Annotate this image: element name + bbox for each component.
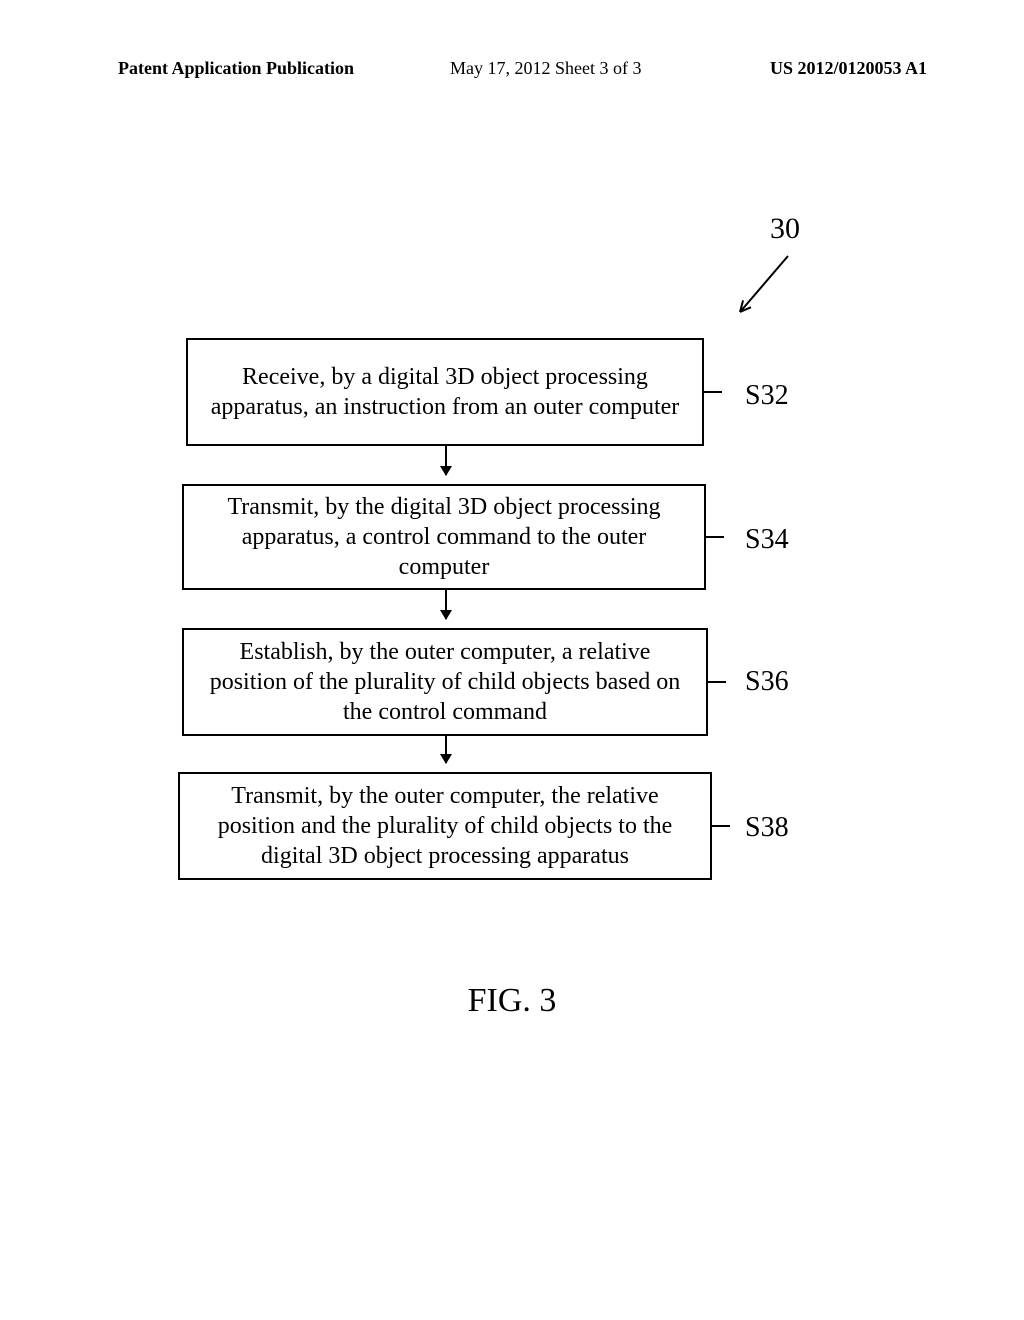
flow-box-text: Receive, by a digital 3D object processi… (202, 362, 688, 422)
flow-box-s36: Establish, by the outer computer, a rela… (182, 628, 708, 736)
flowchart: 30 Receive, by a digital 3D object proces… (0, 200, 1024, 1100)
label-tick (706, 536, 724, 538)
header-right: US 2012/0120053 A1 (770, 58, 927, 79)
step-label-s36: S36 (745, 666, 789, 698)
label-tick (704, 391, 722, 393)
ref-number: 30 (770, 212, 800, 246)
connector-arrow (445, 736, 447, 763)
step-label-s34: S34 (745, 524, 789, 556)
connector-arrow (445, 446, 447, 475)
label-tick (708, 681, 726, 683)
connector-arrow (445, 590, 447, 619)
header-mid: May 17, 2012 Sheet 3 of 3 (450, 58, 641, 79)
label-tick (712, 825, 730, 827)
flow-box-s32: Receive, by a digital 3D object processi… (186, 338, 704, 446)
flow-box-text: Establish, by the outer computer, a rela… (198, 637, 692, 727)
ref-arrow (728, 244, 800, 324)
step-label-s32: S32 (745, 380, 789, 412)
step-label-s38: S38 (745, 812, 789, 844)
figure-caption: FIG. 3 (0, 982, 1024, 1020)
header-left: Patent Application Publication (118, 58, 354, 79)
flow-box-text: Transmit, by the digital 3D object proce… (198, 492, 690, 582)
page-header: Patent Application Publication May 17, 2… (0, 58, 1024, 88)
flow-box-s34: Transmit, by the digital 3D object proce… (182, 484, 706, 590)
page: Patent Application Publication May 17, 2… (0, 0, 1024, 1320)
flow-box-s38: Transmit, by the outer computer, the rel… (178, 772, 712, 880)
flow-box-text: Transmit, by the outer computer, the rel… (194, 781, 696, 871)
